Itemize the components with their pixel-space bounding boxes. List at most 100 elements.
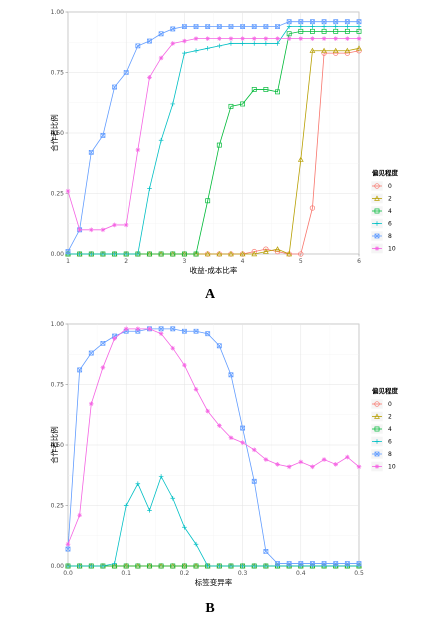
- data-point: [298, 561, 304, 566]
- x-tick-label: 0.3: [238, 570, 248, 577]
- data-point: [135, 326, 141, 332]
- data-point: [170, 563, 176, 569]
- data-point: [65, 188, 71, 194]
- data-point: [135, 251, 141, 257]
- series-8: [65, 19, 362, 254]
- data-point: [112, 251, 117, 257]
- x-tick-label: 5: [299, 258, 303, 265]
- data-point: [239, 250, 246, 257]
- data-point: [228, 435, 234, 441]
- data-point: [205, 331, 211, 337]
- x-tick-label: 4: [241, 258, 245, 265]
- data-point: [100, 365, 106, 370]
- legend-label: 8: [388, 233, 392, 240]
- legend-label: 4: [388, 208, 392, 215]
- data-point: [356, 24, 362, 29]
- legend-label: 10: [388, 464, 396, 471]
- data-point: [135, 43, 141, 49]
- data-point: [182, 50, 187, 56]
- data-point: [356, 28, 362, 34]
- data-point: [193, 24, 199, 29]
- data-point: [228, 250, 234, 257]
- data-point: [298, 36, 304, 41]
- legend-label: 0: [388, 183, 392, 190]
- y-tick-label: 0.00: [51, 251, 65, 258]
- data-point: [356, 561, 362, 566]
- data-point: [216, 142, 222, 148]
- data-point: [77, 512, 82, 518]
- data-point: [251, 87, 257, 92]
- data-point: [309, 205, 316, 211]
- data-point: [193, 36, 199, 41]
- data-point: [205, 24, 211, 29]
- legend-key-4: [370, 423, 384, 435]
- data-point: [356, 45, 362, 51]
- data-point: [263, 549, 269, 554]
- data-point: [216, 24, 222, 29]
- y-tick-label: 0.25: [51, 503, 65, 510]
- data-point: [182, 524, 187, 530]
- y-tick-label: 0.50: [51, 442, 65, 449]
- data-point: [181, 563, 187, 569]
- legend-title: 偏见程度: [372, 168, 399, 177]
- data-point: [123, 563, 129, 569]
- data-point: [147, 563, 152, 569]
- data-point: [310, 561, 315, 566]
- data-point: [170, 326, 176, 332]
- data-point: [217, 43, 222, 49]
- data-point: [356, 36, 362, 41]
- data-point: [263, 36, 269, 41]
- data-point: [251, 250, 258, 257]
- data-point: [88, 563, 94, 569]
- series-6: [65, 24, 362, 257]
- x-axis-label: 收益-成本比率: [190, 265, 238, 275]
- data-point: [123, 70, 129, 75]
- data-point: [356, 19, 362, 25]
- data-point: [275, 41, 280, 46]
- data-point: [123, 251, 129, 257]
- data-point: [240, 24, 246, 29]
- series-10: [65, 326, 362, 547]
- data-point: [205, 198, 211, 204]
- legend-label: 10: [388, 246, 396, 253]
- data-point: [77, 251, 82, 257]
- data-point: [321, 561, 327, 566]
- legend-key-marker: [374, 413, 380, 419]
- data-point: [298, 19, 304, 25]
- data-point: [321, 457, 327, 462]
- x-axis-label: 标签变异率: [195, 577, 233, 587]
- legend-key-marker: [374, 426, 380, 432]
- data-point: [123, 503, 129, 508]
- data-point: [240, 563, 245, 569]
- chart-panel-B: 0.0 0.1 0.2 0.3 0.4 0.5 0.00 0.25 0.50 0.75 1.00 标签…: [49, 321, 399, 616]
- y-tick-label: 0.50: [51, 130, 65, 137]
- legend-key-marker: [374, 183, 380, 189]
- data-point: [65, 249, 71, 254]
- legend-key-10: [370, 243, 384, 254]
- data-point: [205, 36, 210, 41]
- legend-key-6: [370, 436, 384, 447]
- data-point: [100, 227, 106, 233]
- data-point: [100, 251, 106, 257]
- data-point: [321, 47, 327, 53]
- data-point: [204, 250, 211, 257]
- legend-key-marker: [374, 221, 380, 226]
- data-point: [135, 481, 141, 487]
- data-point: [147, 508, 152, 513]
- data-point: [263, 563, 269, 569]
- legend-key-marker: [374, 233, 380, 239]
- data-point: [205, 46, 210, 51]
- data-point: [240, 41, 245, 46]
- data-point: [309, 47, 316, 53]
- data-point: [181, 251, 187, 257]
- data-point: [147, 251, 152, 257]
- data-point: [344, 19, 350, 25]
- data-point: [88, 251, 94, 257]
- data-point: [333, 36, 339, 41]
- data-point: [275, 462, 280, 467]
- data-point: [298, 24, 304, 29]
- data-point: [251, 563, 257, 569]
- data-point: [263, 457, 269, 462]
- data-point: [135, 563, 141, 569]
- data-point: [286, 31, 292, 37]
